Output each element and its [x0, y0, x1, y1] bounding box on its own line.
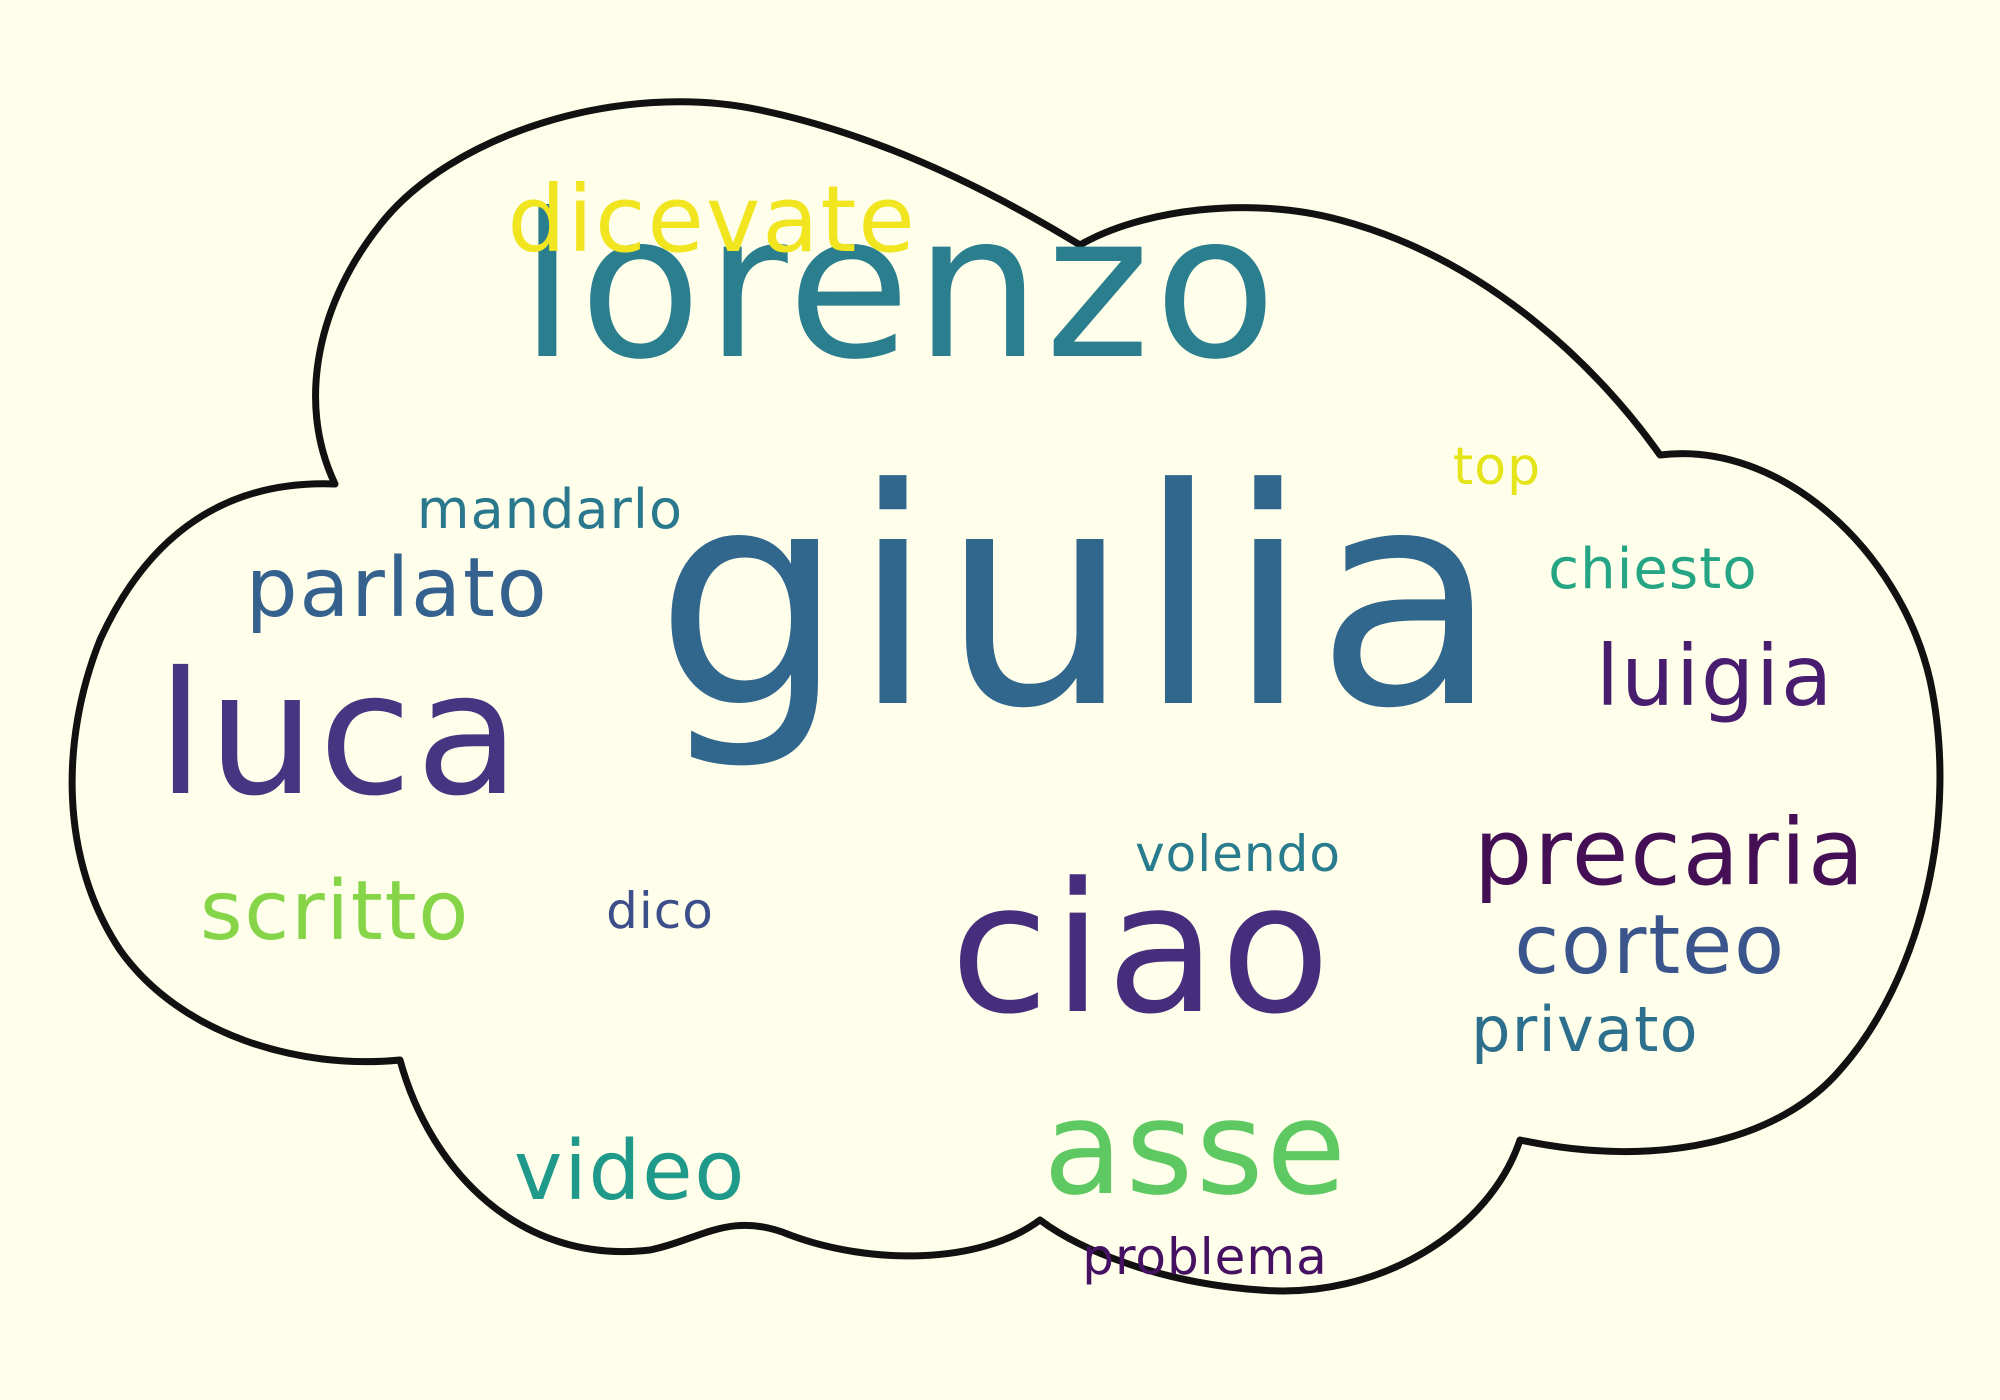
word-dico: dico: [606, 882, 714, 940]
word-privato: privato: [1471, 993, 1699, 1066]
word-luca: luca: [156, 636, 524, 834]
word-precaria: precaria: [1473, 799, 1867, 906]
word-ciao: ciao: [950, 845, 1334, 1054]
word-top: top: [1452, 437, 1542, 497]
word-chiesto: chiesto: [1548, 537, 1758, 602]
word-video: video: [513, 1124, 747, 1219]
word-lorenzo: lorenzo: [519, 171, 1281, 404]
word-asse: asse: [1043, 1072, 1349, 1224]
word-parlato: parlato: [245, 541, 549, 636]
word-problema: problema: [1082, 1228, 1328, 1286]
word-corteo: corteo: [1514, 898, 1786, 993]
word-dicevate: dicevate: [507, 166, 917, 273]
word-luigia: luigia: [1595, 627, 1835, 725]
word-mandarlo: mandarlo: [416, 478, 684, 541]
word-volendo: volendo: [1135, 825, 1341, 883]
word-scritto: scritto: [199, 864, 471, 959]
word-giulia: giulia: [654, 425, 1506, 774]
cloud-shape: [68, 98, 1944, 1295]
